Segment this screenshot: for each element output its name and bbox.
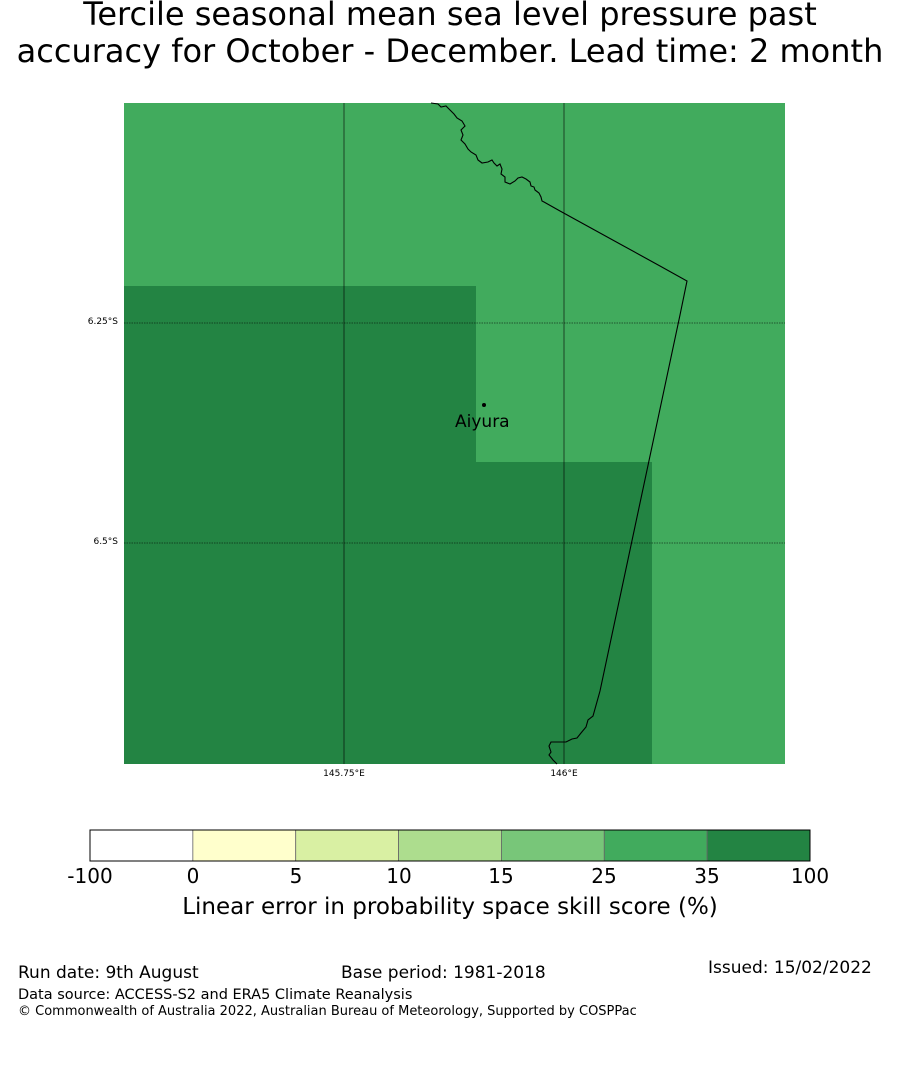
lat-label-6-5s: 6.5°S (93, 537, 118, 547)
issued-date: Issued: 15/02/2022 (708, 958, 872, 978)
colorbar-label: Linear error in probability space skill … (182, 894, 718, 920)
lon-label-146e: 146°E (550, 769, 578, 779)
colorbar-tick: 0 (186, 864, 200, 888)
city-label-aiyura: Aiyura (455, 412, 510, 432)
colorbar-tick: -100 (67, 864, 113, 888)
colorbar-segment (295, 829, 399, 862)
colorbar-tick: 35 (694, 864, 720, 888)
colorbar-outline (89, 829, 811, 862)
colorbar-tick: 25 (591, 864, 617, 888)
colorbar-tick: 10 (386, 864, 412, 888)
colorbar-segment (501, 829, 605, 862)
colorbar-segment (398, 829, 502, 862)
colorbar-tick: 100 (790, 864, 830, 888)
copyright: © Commonwealth of Australia 2022, Austra… (18, 1004, 637, 1019)
province-boundary (430, 102, 688, 765)
lon-label-145-75e: 145.75°E (323, 769, 365, 779)
colorbar-segment (192, 829, 297, 862)
map-title-line-1: Tercile seasonal mean sea level pressure… (83, 0, 817, 33)
colorbar-segment (89, 829, 194, 862)
aiyura-marker (482, 403, 486, 407)
lat-label-6-25s: 6.25°S (87, 317, 118, 327)
run-date: Run date: 9th August (18, 963, 199, 983)
skill-region-dark-west (124, 286, 476, 764)
colorbar (89, 829, 811, 862)
colorbar-segment (603, 829, 708, 862)
colorbar-tick: 15 (488, 864, 514, 888)
map-title-line-2: accuracy for October - December. Lead ti… (16, 32, 884, 70)
colorbar-segment (706, 829, 811, 862)
data-source: Data source: ACCESS-S2 and ERA5 Climate … (18, 987, 413, 1003)
base-period: Base period: 1981-2018 (341, 963, 546, 983)
colorbar-tick: 5 (289, 864, 303, 888)
